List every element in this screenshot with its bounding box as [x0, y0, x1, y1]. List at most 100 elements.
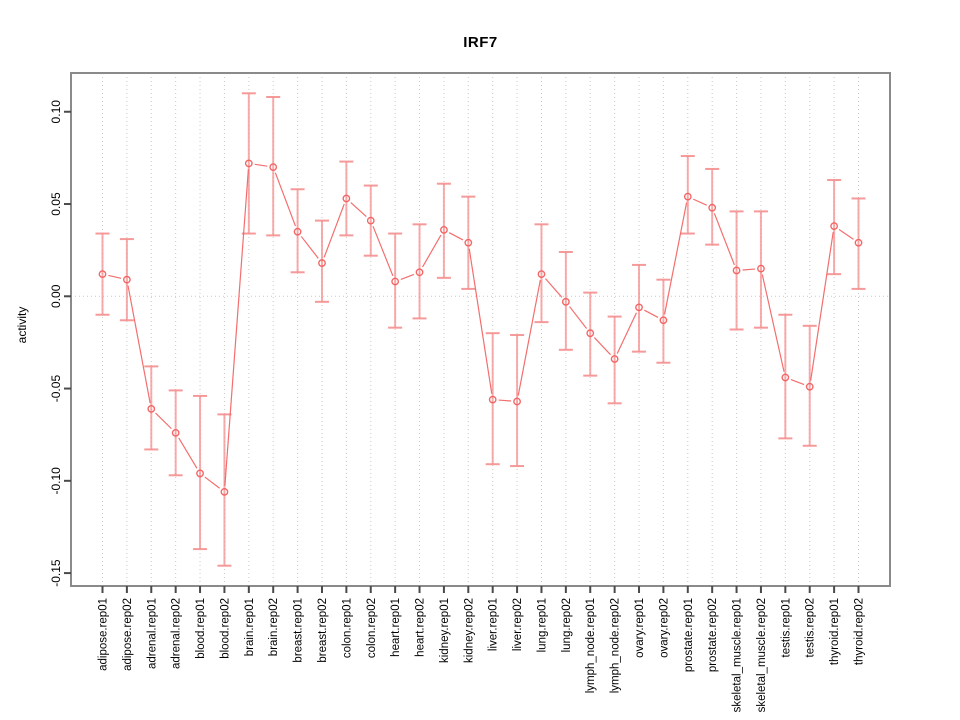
data-point	[683, 192, 692, 201]
x-tick-label: prostate.rep02	[707, 598, 719, 672]
x-tick-label: kidney.rep01	[439, 598, 451, 663]
x-tick-label: skeletal_muscle.rep02	[756, 598, 768, 712]
data-point	[586, 329, 595, 338]
x-tick-label: lymph_node.rep02	[610, 598, 622, 693]
series-segment	[323, 203, 345, 258]
series-segment	[742, 268, 756, 271]
data-point	[171, 428, 180, 437]
series-segment	[569, 306, 588, 329]
x-tick-label: breast.rep01	[293, 598, 305, 663]
series-segment	[127, 285, 151, 404]
x-tick-label: lung.rep02	[561, 598, 573, 652]
x-tick-label: colon.rep02	[366, 598, 378, 658]
x-tick-label: adipose.rep01	[98, 598, 110, 671]
series-segment	[155, 412, 172, 430]
series-segment	[810, 232, 834, 381]
data-point	[488, 395, 497, 404]
data-point	[732, 266, 741, 275]
data-point	[513, 397, 521, 406]
x-tick-label: heart.rep01	[390, 598, 402, 657]
data-point	[561, 297, 570, 306]
series-segment	[448, 232, 464, 241]
y-tick-label: 0.00	[49, 284, 63, 308]
data-point	[440, 225, 448, 234]
data-point	[537, 270, 546, 279]
data-point	[781, 373, 790, 382]
y-tick-label: -0.15	[49, 559, 63, 587]
data-point	[854, 238, 863, 247]
x-tick-label: testis.rep01	[780, 598, 792, 657]
x-tick-label: blood.rep02	[219, 598, 231, 659]
data-point	[830, 222, 839, 231]
x-tick-label: adipose.rep02	[122, 598, 134, 671]
y-tick-label: 0.10	[49, 100, 63, 124]
data-point	[635, 303, 643, 312]
x-tick-label: adrenal.rep01	[146, 598, 158, 669]
x-tick-label: kidney.rep02	[463, 598, 475, 663]
data-point	[391, 277, 400, 286]
data-point	[98, 270, 107, 279]
series-segment	[593, 337, 611, 356]
y-tick-label: -0.10	[49, 467, 63, 495]
data-point	[659, 316, 668, 325]
series-segment	[372, 225, 394, 277]
x-tick-label: prostate.rep01	[683, 598, 695, 672]
x-tick-label: skeletal_muscle.rep01	[732, 598, 744, 712]
x-tick-label: brain.rep02	[268, 598, 280, 656]
x-tick-label: testis.rep02	[805, 598, 817, 657]
x-tick-label: lymph_node.rep01	[585, 598, 597, 693]
x-tick-label: breast.rep02	[317, 598, 329, 663]
x-tick-label: thyroid.rep01	[829, 598, 841, 665]
series-segment	[644, 309, 659, 318]
x-tick-label: brain.rep01	[244, 598, 256, 656]
series-segment	[544, 278, 563, 298]
series-segment	[517, 279, 541, 396]
data-point	[269, 163, 278, 172]
series-segment	[274, 172, 297, 227]
data-point	[805, 382, 814, 391]
data-point	[415, 268, 424, 277]
series-segment	[693, 198, 707, 206]
data-point	[122, 275, 131, 284]
data-point	[220, 487, 229, 496]
plot-frame	[70, 72, 891, 587]
series-segment	[498, 399, 512, 402]
series-segment	[204, 476, 221, 489]
x-tick-label: ovary.rep02	[658, 598, 670, 658]
series-segment	[178, 437, 198, 469]
series-segment	[761, 274, 785, 372]
data-point	[196, 469, 204, 478]
chart-title: IRF7	[463, 34, 498, 51]
series-segment	[616, 312, 637, 354]
series-segment	[300, 236, 319, 259]
data-point	[244, 159, 253, 168]
data-point	[708, 203, 717, 212]
x-tick-label: adrenal.rep02	[171, 598, 183, 669]
series-segment	[400, 273, 415, 280]
data-point	[318, 259, 326, 267]
series-segment	[468, 248, 493, 394]
x-tick-label: lung.rep01	[536, 598, 548, 652]
x-tick-label: liver.rep02	[512, 598, 524, 651]
y-tick-label: -0.05	[49, 375, 63, 403]
data-point	[147, 404, 156, 413]
data-point	[464, 238, 473, 247]
series-segment	[108, 274, 122, 279]
x-tick-label: thyroid.rep02	[854, 598, 866, 665]
x-tick-label: heart.rep02	[415, 598, 427, 657]
x-tick-label: ovary.rep01	[634, 598, 646, 658]
x-tick-label: blood.rep01	[195, 598, 207, 659]
data-point	[610, 355, 619, 363]
data-point	[342, 194, 351, 203]
data-point	[366, 216, 375, 225]
series-segment	[663, 202, 688, 315]
x-tick-label: colon.rep01	[341, 598, 353, 658]
y-tick-label: 0.05	[49, 192, 63, 216]
series-segment	[224, 169, 249, 486]
series-segment	[422, 234, 442, 268]
data-point	[757, 264, 765, 273]
x-tick-label: liver.rep01	[488, 598, 500, 651]
series-segment	[838, 229, 854, 240]
